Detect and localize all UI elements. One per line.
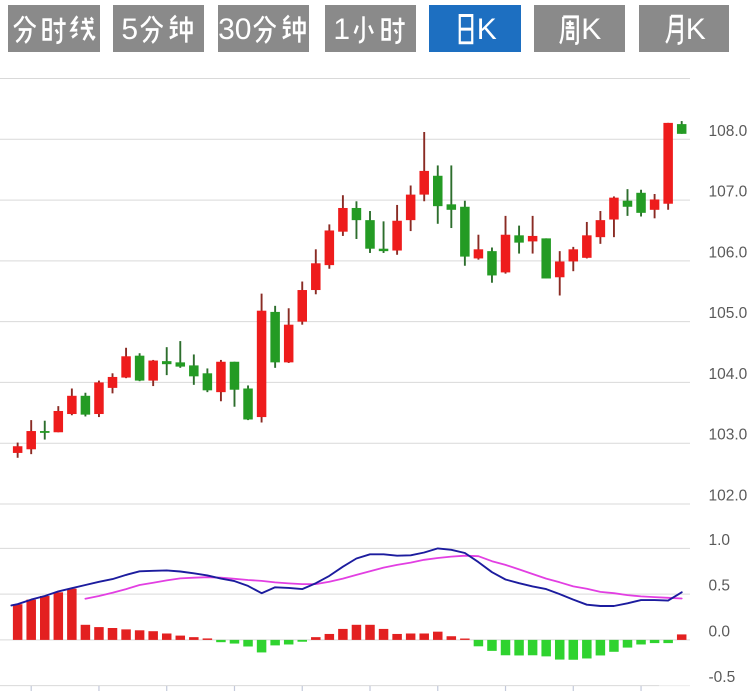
tab-timeline-glyph: [13, 15, 96, 45]
tab-5min[interactable]: 5分钟5: [112, 5, 204, 52]
svg-text:-0.5: -0.5: [709, 669, 736, 686]
tab-monthly-k[interactable]: 月KK: [638, 5, 729, 52]
svg-text:103.0: 103.0: [709, 427, 748, 444]
macd-lines: [10, 547, 683, 607]
x-axis-ticks: [30, 686, 642, 691]
macd-gridlines: [0, 547, 690, 687]
tab-weekly-k[interactable]: 周KK: [534, 5, 625, 52]
tab-5min-glyph: [140, 14, 193, 44]
tab-30min[interactable]: 30分钟30: [217, 5, 309, 52]
y-axis-labels: 108.0 107.0 106.0 105.0 104.0 103.0 102.0 1.0 0.…: [709, 123, 748, 686]
svg-text:105.0: 105.0: [709, 305, 748, 322]
tab-30min-glyph: [253, 14, 307, 44]
svg-text:107.0: 107.0: [709, 184, 748, 201]
svg-text:0.5: 0.5: [709, 578, 731, 595]
svg-text:104.0: 104.0: [709, 366, 748, 383]
svg-text:0.0: 0.0: [709, 623, 731, 640]
price-gridlines: [0, 78, 690, 505]
svg-text:1.0: 1.0: [709, 532, 731, 549]
tab-1hour-glyph: [353, 16, 405, 45]
tab-daily-k[interactable]: 日KK: [429, 5, 521, 52]
tab-1hour[interactable]: 1小时1: [324, 5, 416, 52]
svg-text:106.0: 106.0: [709, 244, 748, 261]
tab-timeline[interactable]: 分时线: [8, 5, 100, 52]
timeframe-tabbar: 分时线 5分钟5 30分钟30 1小时1 日KK 周KK 月KK: [0, 0, 754, 57]
svg-text:108.0: 108.0: [709, 123, 748, 140]
candlesticks: [12, 121, 687, 458]
svg-text:102.0: 102.0: [709, 487, 748, 504]
tab-weekly-k-glyph: [559, 15, 580, 45]
tab-daily-k-glyph: [458, 14, 474, 45]
macd-histogram: [12, 588, 687, 660]
tab-monthly-k-glyph: [665, 14, 683, 45]
